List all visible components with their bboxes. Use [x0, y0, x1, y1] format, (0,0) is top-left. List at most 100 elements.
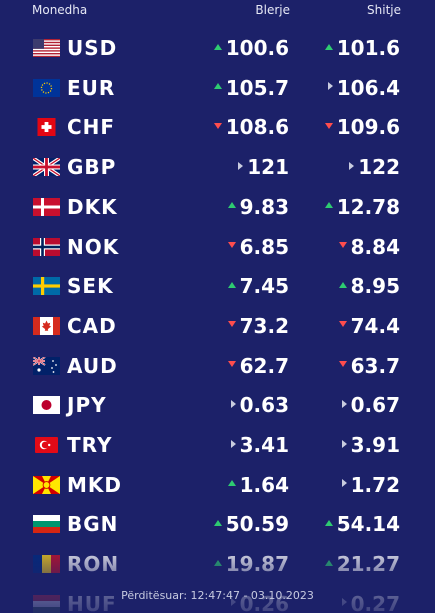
sell-rate: 54.14: [324, 512, 400, 537]
sell-rate: 122: [349, 155, 400, 179]
sell-rate: 8.95: [338, 274, 400, 299]
rate-row-aud: AUD 62.7 63.7: [0, 346, 435, 386]
sell-rate: 106.4: [327, 75, 400, 100]
sell-rate: 109.6: [324, 115, 400, 140]
currency-code: MKD: [67, 472, 123, 497]
sell-rate: 0.67: [341, 393, 400, 418]
sell-rate: 74.4: [338, 314, 400, 338]
sell-value: 8.84: [350, 234, 400, 259]
arrow-up-icon: [227, 281, 236, 288]
arrow-up-icon: [227, 480, 236, 487]
buy-value: 100.6: [225, 36, 289, 60]
arrow-up-icon: [213, 559, 222, 566]
buy-value: 108.6: [225, 115, 289, 140]
buy-value: 19.87: [225, 552, 289, 577]
currency-code: EUR: [67, 75, 116, 100]
arrow-down-icon: [324, 122, 333, 129]
arrow-down-icon: [338, 361, 347, 368]
arrow-down-icon: [338, 242, 347, 248]
rate-row-bgn: BGN 50.59 54.14: [0, 504, 435, 544]
ca-flag-icon: [33, 316, 60, 335]
sell-rate: 8.84: [338, 234, 400, 259]
bg-flag-icon: [33, 515, 60, 534]
arrow-up-icon: [213, 43, 222, 50]
buy-rate: 19.87: [213, 552, 289, 577]
rate-row-mkd: MKD 1.64 1.72: [0, 465, 435, 505]
arrow-down-icon: [338, 321, 347, 328]
last-updated: Përditësuar: 12:47:47 - 03.10.2023: [121, 589, 314, 602]
tr-flag-icon: [33, 436, 60, 454]
arrow-right-icon: [327, 82, 333, 91]
sell-value: 109.6: [336, 115, 400, 140]
buy-rate: 100.6: [213, 36, 289, 60]
sell-rate: 21.27: [324, 552, 400, 577]
arrow-up-icon: [324, 559, 333, 566]
sell-value: 1.72: [350, 472, 400, 497]
arrow-down-icon: [213, 122, 222, 129]
buy-value: 7.45: [239, 274, 289, 299]
sell-value: 3.91: [350, 433, 400, 457]
header-buy: Blerje: [255, 3, 290, 17]
rate-row-gbp: GBP 121 122: [0, 147, 435, 187]
buy-rate: 108.6: [213, 115, 289, 140]
au-flag-icon: [33, 356, 60, 375]
sell-value: 54.14: [336, 512, 400, 537]
buy-rate: 9.83: [227, 194, 289, 219]
buy-rate: 1.64: [227, 473, 289, 497]
currency-code: USD: [67, 36, 118, 60]
no-flag-icon: [33, 237, 60, 256]
currency-code: RON: [67, 552, 120, 577]
header-currency: Monedha: [32, 3, 88, 17]
arrow-up-icon: [324, 43, 333, 50]
sell-value: 106.4: [336, 75, 400, 100]
buy-value: 62.7: [239, 353, 289, 378]
buy-value: 121: [247, 155, 289, 180]
buy-value: 73.2: [239, 313, 289, 338]
buy-rate: 50.59: [213, 512, 289, 536]
currency-code: GBP: [67, 155, 117, 180]
ch-flag-icon: [33, 118, 60, 137]
currency-code: AUD: [67, 353, 118, 378]
buy-rate: 7.45: [227, 274, 289, 299]
currency-code: DKK: [67, 194, 118, 219]
arrow-down-icon: [227, 242, 236, 248]
jp-flag-icon: [33, 396, 60, 415]
rate-row-try: TRY 3.41 3.91: [0, 425, 435, 465]
dk-flag-icon: [33, 197, 60, 216]
rate-row-eur: EUR 105.7 106.4: [0, 68, 435, 108]
rate-row-jpy: JPY 0.63 0.67: [0, 385, 435, 425]
rate-row-ron: RON 19.87 21.27: [0, 544, 435, 584]
arrow-up-icon: [338, 281, 347, 288]
us-flag-icon: [33, 39, 60, 57]
arrow-up-icon: [324, 202, 333, 209]
sell-rate: 1.72: [341, 472, 400, 497]
header-sell: Shitje: [367, 3, 401, 17]
sell-value: 0.67: [350, 393, 400, 418]
currency-code: CHF: [67, 115, 116, 140]
arrow-right-icon: [230, 439, 236, 448]
arrow-down-icon: [227, 321, 236, 328]
table-header: Monedha Blerje Shitje: [0, 3, 435, 23]
arrow-right-icon: [341, 479, 347, 488]
arrow-right-icon: [341, 399, 347, 408]
buy-value: 3.41: [239, 433, 289, 457]
buy-rate: 121: [238, 155, 289, 179]
buy-value: 9.83: [239, 194, 289, 219]
sell-value: 8.95: [350, 274, 400, 299]
rate-row-dkk: DKK 9.83 12.78: [0, 187, 435, 227]
currency-code: BGN: [67, 512, 119, 537]
mk-flag-icon: [33, 475, 60, 494]
buy-rate: 73.2: [227, 313, 289, 338]
sell-value: 21.27: [336, 552, 400, 577]
buy-value: 105.7: [225, 75, 289, 100]
sell-value: 122: [358, 155, 400, 180]
currency-code: TRY: [67, 433, 113, 457]
arrow-down-icon: [227, 361, 236, 368]
buy-rate: 0.63: [230, 393, 289, 417]
currency-code: SEK: [67, 274, 114, 299]
sell-value: 12.78: [336, 194, 400, 219]
arrow-up-icon: [227, 202, 236, 209]
rate-row-cad: CAD 73.2 74.4: [0, 306, 435, 346]
se-flag-icon: [33, 277, 60, 296]
